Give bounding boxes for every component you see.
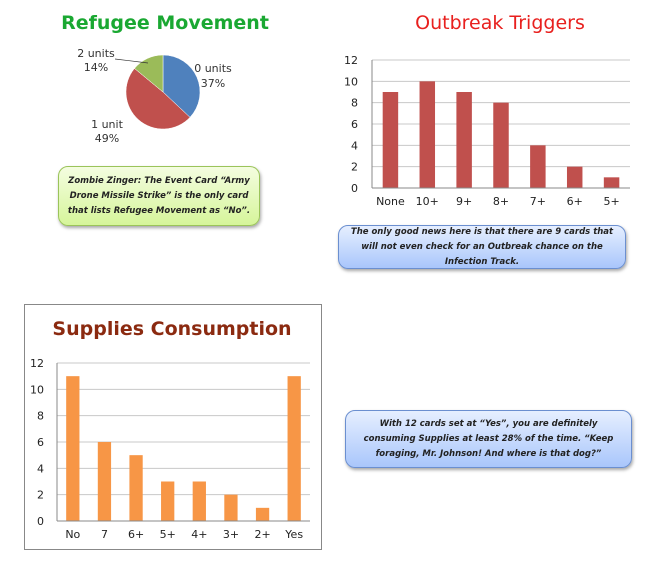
y-tick-label: 2 [351,161,358,174]
y-tick-label: 8 [351,97,358,110]
bar [97,442,112,521]
y-tick-label: 10 [30,383,44,396]
supplies-chart-frame [24,304,322,550]
pie-label: 0 units [194,62,232,75]
bar [255,507,270,521]
y-tick-label: 12 [344,54,358,67]
y-tick-label: 10 [344,75,358,88]
x-tick-label: 6+ [128,528,144,541]
pie-leader-line [114,58,149,64]
bar [224,494,238,521]
y-tick-label: 0 [351,182,358,195]
bar [456,92,472,188]
y-tick-label: 12 [30,357,44,370]
outbreak-title: Outbreak Triggers [415,12,585,34]
outbreak-note: The only good news here is that there ar… [338,225,626,269]
x-tick-label: 3+ [223,528,239,541]
pie-title: Refugee Movement [61,12,269,34]
bar [66,376,80,521]
x-tick-label: 5+ [160,528,176,541]
bar [382,92,399,188]
x-tick-label: Yes [284,528,303,541]
x-tick-label: 8+ [493,195,509,208]
y-tick-label: 2 [37,489,44,502]
supplies-title: Supplies Consumption [52,318,292,340]
bar [603,177,620,188]
pie-slice [125,68,191,130]
bar [129,455,143,521]
pie-percent: 14% [84,61,108,74]
bar [287,376,301,521]
x-tick-label: 9+ [456,195,472,208]
bar [192,481,206,521]
x-tick-label: 4+ [191,528,207,541]
pie-label: 1 unit [91,118,123,131]
x-tick-label: No [65,528,80,541]
x-tick-label: 7 [101,528,108,541]
bar [566,166,583,188]
y-tick-label: 4 [351,139,358,152]
pie-note: Zombie Zinger: The Event Card “Army Dron… [58,166,260,226]
bar [161,481,175,521]
pie-slice [162,54,201,118]
bar [493,102,509,188]
bar [530,145,546,188]
y-tick-label: 4 [37,462,44,475]
x-tick-label: 6+ [567,195,583,208]
pie-percent: 37% [201,77,225,90]
x-tick-label: 2+ [254,528,270,541]
x-tick-label: 7+ [530,195,546,208]
x-tick-label: 5+ [603,195,619,208]
y-tick-label: 0 [37,515,44,528]
x-tick-label: None [376,195,405,208]
supplies-note: With 12 cards set at “Yes”, you are defi… [345,410,632,468]
y-tick-label: 6 [37,436,44,449]
bar [419,81,436,188]
pie-label: 2 units [77,47,115,60]
y-tick-label: 8 [37,410,44,423]
y-tick-label: 6 [351,118,358,131]
pie-percent: 49% [95,132,119,145]
pie-slice [134,54,164,93]
x-tick-label: 10+ [416,195,439,208]
